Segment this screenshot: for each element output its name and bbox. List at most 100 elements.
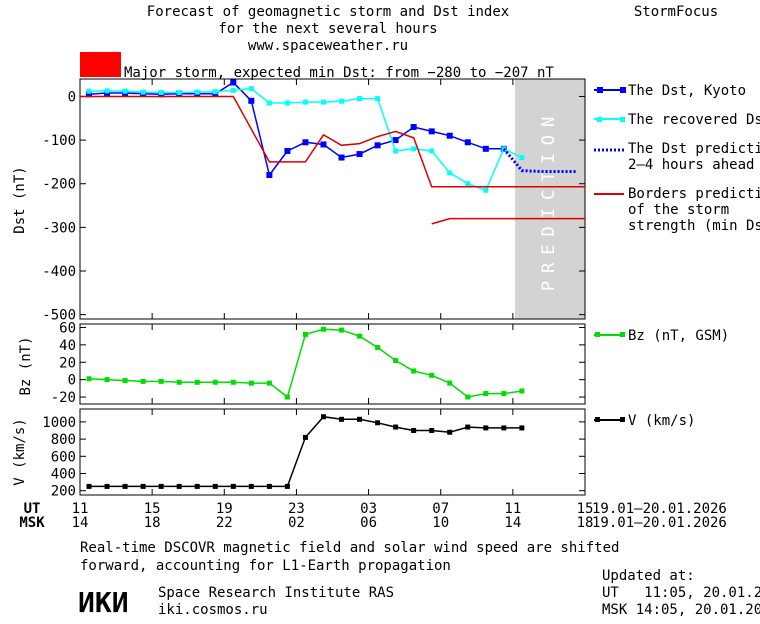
dst-point <box>194 89 200 95</box>
dst-point <box>284 148 291 154</box>
v-series-line-0 <box>89 415 522 488</box>
dst-point <box>393 148 399 154</box>
bz-point <box>122 378 128 384</box>
bz-ytick-label: 20 <box>59 355 76 371</box>
bz-point <box>248 380 254 386</box>
bz-point <box>465 394 471 400</box>
dst-point <box>428 128 435 135</box>
v-point <box>483 425 489 431</box>
bz-series-line-0 <box>88 328 523 399</box>
dst-point <box>356 151 363 158</box>
msk-tick-label: 18 <box>144 515 161 531</box>
dst-point <box>176 90 182 96</box>
msk-tick-label: 14 <box>72 515 89 531</box>
bz-point <box>483 391 489 397</box>
dst-point <box>410 124 417 130</box>
legend-prediction-label-1: The Dst prediction <box>628 141 760 157</box>
dst-ytick-label: -200 <box>42 177 76 193</box>
dst-point <box>230 79 237 86</box>
dst-point <box>447 170 453 176</box>
bz-point <box>429 372 435 378</box>
dst-point <box>266 100 272 106</box>
footer-note-line1: Real-time DSCOVR magnetic field and sola… <box>80 540 619 556</box>
bz-point <box>411 368 417 374</box>
v-point <box>194 483 200 489</box>
legend-item-borders: Borders prediction of the storm strength… <box>594 186 760 234</box>
v-point <box>411 428 417 433</box>
institute-site[interactable]: iki.cosmos.ru <box>158 602 268 618</box>
v-point <box>284 483 290 489</box>
v-point <box>429 428 435 433</box>
bz-point <box>357 333 363 339</box>
msk-tick-label: 02 <box>288 515 305 531</box>
legend-recovered-label: The recovered Dst <box>628 112 760 128</box>
ut-date-range: 19.01–20.01.2026 <box>592 501 727 517</box>
bz-point <box>393 358 399 364</box>
dst-point <box>392 137 399 144</box>
v-point <box>519 425 525 431</box>
bz-ytick-label: 60 <box>59 320 76 336</box>
dst-point <box>482 145 489 152</box>
dst-point <box>519 155 525 161</box>
dst-panel: PREDICTION 0 -100 -200 -300 -400 -500 Dst (nT… <box>12 78 586 324</box>
dst-point <box>411 146 417 152</box>
chart-url[interactable]: www.spaceweather.ru <box>248 38 408 54</box>
v-point <box>357 416 363 422</box>
dst-point <box>122 88 128 94</box>
dst-point <box>104 88 110 94</box>
dst-point <box>140 89 146 95</box>
bz-point <box>320 326 326 332</box>
dst-point <box>446 132 453 139</box>
ut-tick-label: 03 <box>360 501 377 517</box>
dst-ytick-label: -400 <box>42 264 76 280</box>
msk-tick-label: 06 <box>360 515 377 531</box>
v-point <box>104 483 110 489</box>
v-ytick-label: 200 <box>51 484 76 500</box>
legend-borders-label-2: of the storm <box>628 202 729 218</box>
bz-ytick-label: 40 <box>59 338 76 354</box>
v-point <box>393 424 399 430</box>
bz-point <box>375 344 381 350</box>
bz-point <box>302 331 308 337</box>
dst-point <box>375 96 381 102</box>
bz-point <box>266 380 272 386</box>
v-point <box>230 483 236 489</box>
bz-point <box>501 391 507 397</box>
dst-point <box>338 154 345 161</box>
v-ytick-label: 1000 <box>42 415 76 431</box>
legend-borders-label-1: Borders prediction <box>628 186 760 202</box>
v-point <box>122 483 128 489</box>
dst-point <box>284 100 290 106</box>
bz-point <box>176 379 182 385</box>
dst-axis-label: Dst (nT) <box>12 166 28 233</box>
v-point <box>375 420 381 426</box>
dst-series-line-4 <box>431 217 585 225</box>
v-point <box>501 425 507 431</box>
v-point <box>212 483 218 489</box>
v-point <box>158 483 164 489</box>
prediction-label: PREDICTION <box>539 109 559 291</box>
bz-panel-frame <box>79 323 586 405</box>
legend-item-v: V (km/s) <box>594 413 695 429</box>
v-point <box>140 483 146 489</box>
bz-point <box>140 378 146 384</box>
ut-tick-label: 15 <box>144 501 161 517</box>
v-point <box>465 424 471 430</box>
v-point <box>320 414 326 420</box>
dst-point <box>248 86 254 92</box>
dst-ytick-label: -100 <box>42 133 76 149</box>
institute-name: Space Research Institute RAS <box>158 585 394 601</box>
updated-label: Updated at: <box>602 568 695 584</box>
bz-ytick-label: 0 <box>68 373 76 389</box>
ut-tick-label: 19 <box>216 501 233 517</box>
dst-point <box>230 87 236 93</box>
bz-point <box>447 380 453 386</box>
bz-point <box>194 379 200 385</box>
dst-point <box>158 90 164 96</box>
dst-point <box>465 181 471 187</box>
legend-borders-label-3: strength (min Dst) <box>628 218 760 234</box>
ut-label: UT <box>24 501 41 517</box>
